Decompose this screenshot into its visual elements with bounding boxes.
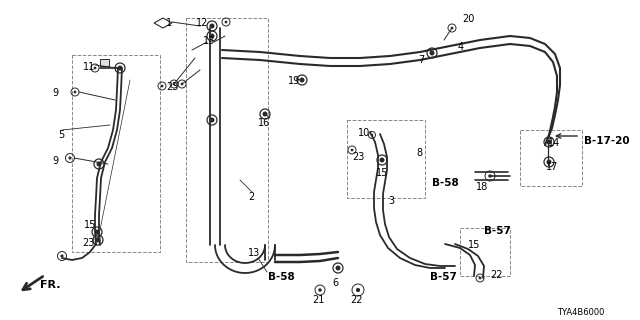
Text: 9: 9: [52, 88, 58, 98]
Circle shape: [351, 148, 353, 151]
Circle shape: [180, 83, 184, 85]
Text: B-57: B-57: [430, 272, 457, 282]
Circle shape: [547, 159, 552, 164]
Text: 7: 7: [418, 55, 424, 65]
Circle shape: [429, 51, 435, 55]
Circle shape: [97, 162, 102, 166]
Text: 18: 18: [476, 182, 488, 192]
Text: 9: 9: [52, 156, 58, 166]
Bar: [460, 228, 510, 276]
Circle shape: [74, 91, 76, 93]
Text: B-58: B-58: [432, 178, 459, 188]
Text: 17: 17: [546, 162, 558, 172]
Text: 22: 22: [490, 270, 502, 280]
Circle shape: [371, 134, 373, 136]
Text: 5: 5: [58, 130, 64, 140]
Circle shape: [479, 276, 481, 279]
Circle shape: [209, 117, 214, 123]
Text: 15: 15: [84, 220, 97, 230]
Text: 4: 4: [458, 42, 464, 52]
Text: B-58: B-58: [268, 272, 295, 282]
Circle shape: [335, 266, 340, 270]
Text: 13: 13: [248, 248, 260, 258]
Text: B-57: B-57: [484, 226, 511, 236]
Text: 20: 20: [462, 14, 474, 24]
Circle shape: [547, 140, 552, 145]
Circle shape: [300, 77, 305, 83]
Polygon shape: [154, 18, 172, 28]
Text: 23: 23: [352, 152, 364, 162]
Circle shape: [68, 156, 72, 160]
Circle shape: [118, 66, 122, 70]
Circle shape: [488, 174, 492, 178]
Circle shape: [380, 157, 385, 163]
Bar: [520, 130, 582, 186]
Text: 11: 11: [83, 62, 95, 72]
Text: 2: 2: [248, 192, 254, 202]
Bar: [99, 59, 109, 66]
Text: 15: 15: [376, 168, 388, 178]
Text: 13: 13: [203, 36, 215, 46]
Circle shape: [451, 27, 453, 29]
Text: FR.: FR.: [40, 280, 61, 290]
Circle shape: [60, 254, 63, 258]
Text: 22: 22: [350, 295, 362, 305]
Circle shape: [95, 229, 99, 235]
Circle shape: [161, 84, 163, 87]
Text: 6: 6: [332, 278, 338, 288]
Text: B-17-20: B-17-20: [584, 136, 630, 146]
Text: 14: 14: [548, 138, 560, 148]
Bar: [347, 120, 425, 198]
Bar: [72, 55, 160, 252]
Text: 8: 8: [416, 148, 422, 158]
Text: 15: 15: [468, 240, 481, 250]
Text: 21: 21: [312, 295, 324, 305]
Text: TYA4B6000: TYA4B6000: [557, 308, 604, 317]
Text: 1: 1: [166, 18, 172, 28]
Circle shape: [93, 67, 97, 69]
Circle shape: [95, 237, 100, 243]
Bar: [186, 18, 268, 262]
Circle shape: [225, 20, 227, 23]
Text: 12: 12: [196, 18, 209, 28]
Circle shape: [209, 34, 214, 38]
Text: 10: 10: [358, 128, 371, 138]
Circle shape: [209, 23, 214, 28]
Circle shape: [262, 111, 268, 116]
Text: 3: 3: [388, 196, 394, 206]
Text: 23: 23: [166, 82, 179, 92]
Text: 16: 16: [258, 118, 270, 128]
Circle shape: [173, 83, 175, 85]
Circle shape: [356, 288, 360, 292]
Circle shape: [318, 288, 322, 292]
Text: 19: 19: [288, 76, 300, 86]
Text: 23: 23: [82, 238, 94, 248]
